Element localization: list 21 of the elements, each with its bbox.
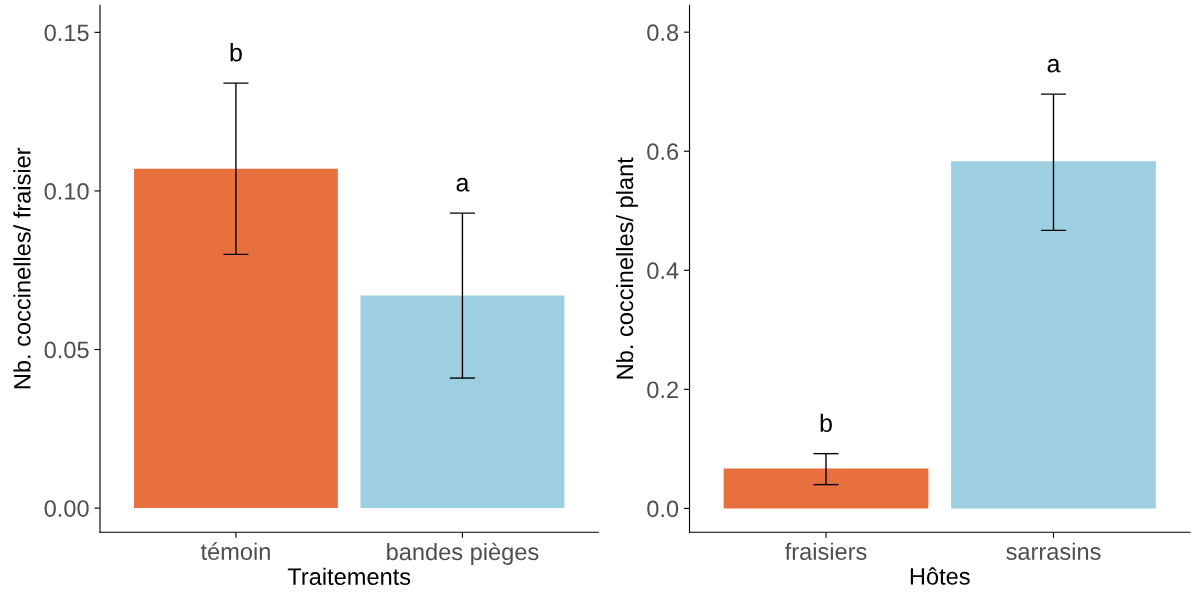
- x-axis-title: Traitements: [287, 567, 411, 586]
- annotation: a: [456, 177, 470, 192]
- y-tick-label: 0.00: [44, 500, 89, 517]
- y-axis-title: Nb. coccinelles/ plant: [615, 157, 638, 379]
- y-tick-label: 0.4: [647, 262, 679, 280]
- annotation: b: [820, 413, 832, 433]
- x-axis-title: Hôtes: [910, 567, 970, 585]
- y-tick-label: 0.8: [647, 24, 679, 41]
- y-tick-label: 0.10: [44, 183, 89, 200]
- y-tick-label: 0.05: [44, 341, 89, 359]
- x-tick-label: sarrasins: [1006, 542, 1101, 560]
- annotation: a: [1047, 58, 1061, 73]
- y-tick-label: 0.0: [647, 500, 679, 518]
- x-tick-label: fraisiers: [785, 542, 867, 560]
- x-tick-label: bandes pièges: [387, 542, 539, 565]
- y-tick-label: 0.6: [647, 143, 679, 161]
- annotation: b: [230, 43, 242, 62]
- y-axis-title: Nb. coccinelles/ fraisier: [13, 147, 31, 389]
- y-tick-label: 0.2: [647, 381, 678, 399]
- x-tick-label: témoin: [200, 542, 270, 560]
- y-tick-label: 0.15: [44, 24, 89, 42]
